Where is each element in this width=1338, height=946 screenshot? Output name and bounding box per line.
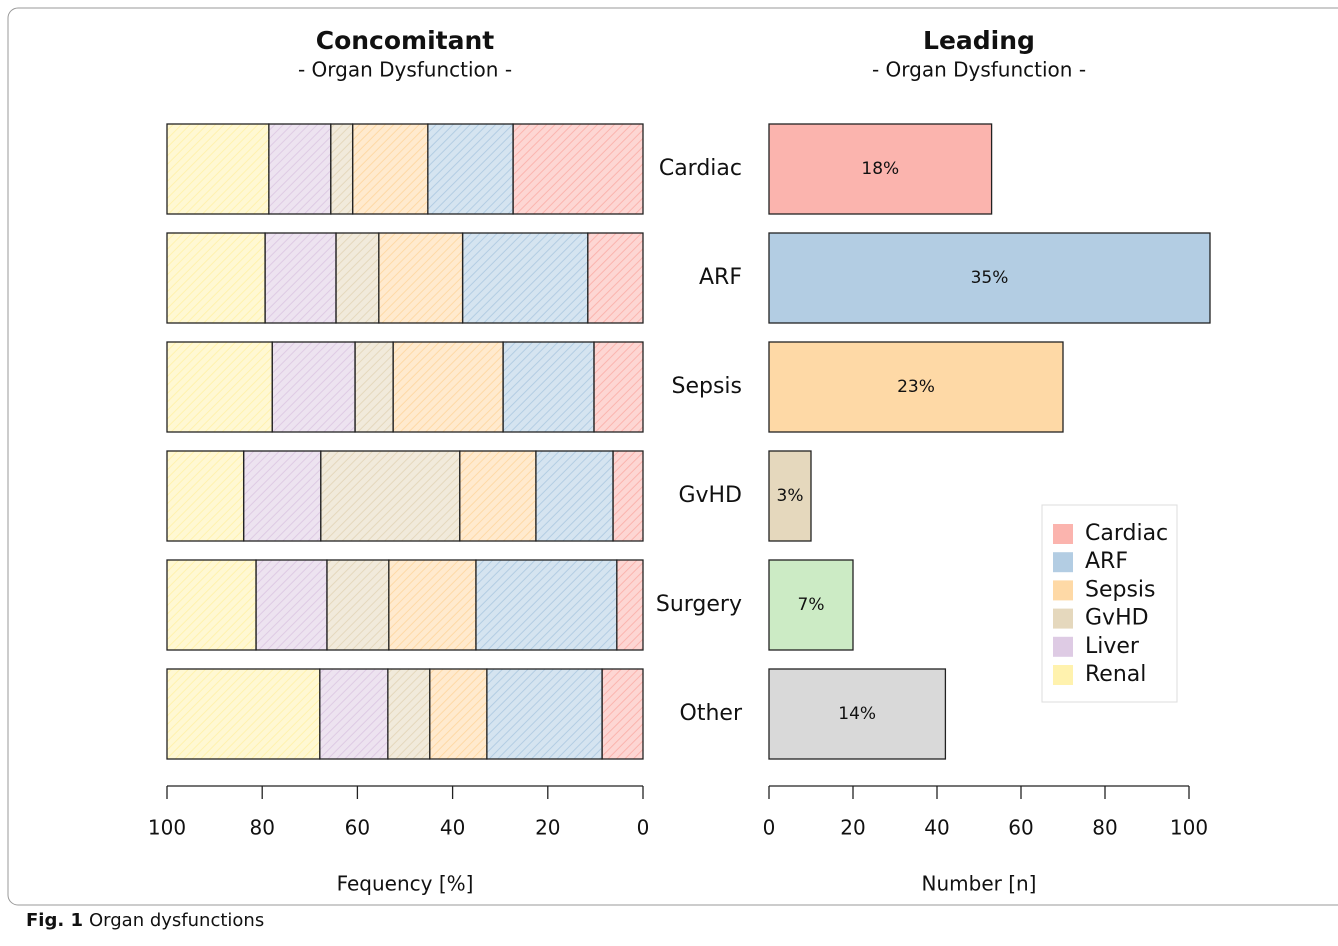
legend-swatch: [1053, 608, 1073, 629]
caption-text: Organ dysfunctions: [89, 910, 264, 931]
bar-segment: [601, 668, 644, 760]
bar-segment: [166, 341, 273, 433]
bar-segment: [166, 668, 321, 760]
bar-segment: [461, 232, 589, 324]
bar-segment: [475, 559, 618, 651]
x-tick-label: 0: [637, 816, 650, 840]
x-tick-label: 80: [1092, 816, 1117, 840]
category-label: Other: [680, 701, 743, 726]
x-tick-label: 40: [440, 816, 465, 840]
bar-segment: [616, 559, 644, 651]
bar-segment: [264, 232, 337, 324]
x-tick-label: 20: [535, 816, 560, 840]
bar-segment: [166, 123, 270, 215]
legend-label: Sepsis: [1085, 577, 1156, 602]
x-tick-label: 100: [1170, 816, 1208, 840]
bar-segment: [388, 559, 477, 651]
figure-frame: [7, 7, 1338, 906]
x-tick-label: 100: [148, 816, 186, 840]
bar-segment: [320, 450, 461, 542]
chart-subtitle: - Organ Dysfunction -: [298, 58, 512, 82]
bar-segment: [593, 341, 644, 433]
bar-segment: [502, 341, 595, 433]
bar-value-label: 18%: [861, 159, 899, 179]
bar: [768, 232, 1211, 324]
chart-title: Concomitant: [316, 26, 495, 55]
category-label: GvHD: [678, 483, 742, 508]
bar: [768, 123, 993, 215]
legend-label: Cardiac: [1085, 521, 1168, 546]
bar-segment: [330, 123, 354, 215]
bar-segment: [392, 341, 504, 433]
bar: [768, 668, 947, 760]
caption-label: Fig. 1: [26, 910, 83, 931]
x-axis-label: Fequency [%]: [337, 872, 474, 896]
bar-value-label: 23%: [897, 377, 935, 397]
legend-swatch: [1053, 524, 1073, 544]
legend-label: GvHD: [1085, 606, 1149, 631]
bar-segment: [351, 123, 429, 215]
bar-segment: [319, 668, 389, 760]
bar: [768, 341, 1064, 433]
bar-value-label: 35%: [971, 268, 1009, 288]
legend-label: ARF: [1085, 549, 1128, 574]
chart-title: Leading: [923, 26, 1035, 55]
bar-value-label: 7%: [798, 595, 825, 615]
bar-segment: [427, 123, 514, 215]
chart-subtitle: - Organ Dysfunction -: [872, 58, 1086, 82]
bar-segment: [255, 559, 328, 651]
legend-swatch: [1053, 636, 1073, 657]
x-tick-label: 40: [924, 816, 949, 840]
x-tick-label: 60: [345, 816, 370, 840]
x-tick-label: 80: [249, 816, 274, 840]
legend-label: Renal: [1085, 662, 1146, 687]
bar-segment: [387, 668, 431, 760]
bar-segment: [326, 559, 390, 651]
bar-segment: [354, 341, 394, 433]
legend-swatch: [1053, 552, 1073, 573]
x-tick-label: 60: [1008, 816, 1033, 840]
bar-segment: [271, 341, 356, 433]
category-label: Surgery: [656, 592, 742, 617]
x-axis-label: Number [n]: [922, 872, 1037, 896]
bar-value-label: 14%: [838, 704, 876, 724]
x-tick-label: 0: [763, 816, 776, 840]
bar-segment: [587, 232, 644, 324]
bar-segment: [486, 668, 603, 760]
bar-segment: [242, 450, 322, 542]
bar-value-label: 3%: [777, 486, 804, 506]
category-label: ARF: [699, 265, 742, 290]
category-label: Sepsis: [671, 374, 742, 399]
category-label: Cardiac: [659, 156, 742, 181]
legend-swatch: [1053, 580, 1073, 601]
bar-segment: [335, 232, 380, 324]
bar-segment: [429, 668, 488, 760]
legend-label: Liver: [1085, 634, 1140, 659]
x-tick-label: 20: [840, 816, 865, 840]
bar: [768, 559, 854, 651]
bar-segment: [512, 123, 644, 215]
bar-segment: [268, 123, 332, 215]
bar-segment: [166, 450, 245, 542]
bar-segment: [166, 232, 266, 324]
bar: [768, 450, 812, 542]
bar-segment: [612, 450, 644, 542]
legend-swatch: [1053, 665, 1073, 685]
bar-segment: [535, 450, 614, 542]
bar-segment: [166, 559, 257, 651]
bar-segment: [459, 450, 537, 542]
bar-segment: [378, 232, 464, 324]
